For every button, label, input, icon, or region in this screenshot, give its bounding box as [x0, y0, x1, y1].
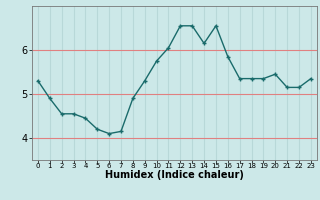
X-axis label: Humidex (Indice chaleur): Humidex (Indice chaleur) — [105, 170, 244, 180]
